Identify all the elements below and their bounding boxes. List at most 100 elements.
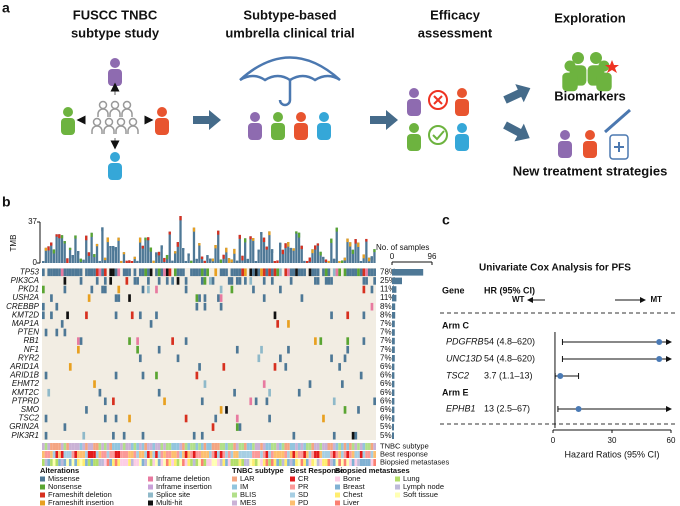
track-cell: [241, 459, 245, 466]
alteration-cell: [284, 363, 288, 371]
legend-swatch: [148, 492, 153, 498]
track-cell: [58, 443, 61, 450]
alteration-cell: [206, 268, 209, 277]
track-cell: [276, 451, 280, 458]
track-cell: [66, 451, 69, 458]
alteration-cell: [112, 397, 115, 406]
track-cell: [230, 443, 234, 450]
tmb-tick-label: 37: [28, 217, 37, 226]
tmb-bar: [149, 247, 153, 263]
alteration-cell: [141, 285, 145, 294]
alteration-cell: [203, 268, 207, 277]
alteration-cell: [136, 345, 139, 354]
track-cell: [71, 451, 75, 458]
legend-swatch: [148, 500, 153, 506]
tmb-bar-top: [370, 256, 373, 260]
track-cell: [292, 459, 296, 466]
legend-swatch: [290, 500, 295, 506]
legend-label: Bone: [343, 474, 361, 483]
tmb-bar-top: [332, 258, 336, 263]
tmb-bar-top: [276, 260, 279, 263]
legend-swatch: [335, 484, 340, 490]
track-cell: [122, 443, 126, 450]
umbrella-handle: [278, 80, 292, 107]
legend-swatch: [232, 484, 237, 490]
tmb-bar-top: [50, 242, 53, 246]
track-cell: [225, 451, 228, 458]
track-cell: [206, 451, 209, 458]
tmb-bar-top: [114, 247, 118, 252]
alteration-cell: [66, 311, 69, 320]
track-cell: [152, 451, 156, 458]
alteration-cell: [217, 294, 220, 302]
track-cell: [209, 459, 212, 466]
gene-pct: 5%: [380, 422, 392, 431]
alteration-cell: [225, 268, 228, 277]
track-cell: [300, 459, 304, 466]
track-cell: [173, 451, 177, 458]
row-hr: 54 (4.8–620): [484, 353, 535, 363]
track-cell: [265, 443, 269, 450]
track-cell: [200, 451, 204, 458]
track-cell: [217, 443, 220, 450]
tmb-bar: [173, 251, 177, 263]
alteration-cell: [42, 285, 45, 294]
tmb-bar: [297, 232, 301, 263]
track-cell: [327, 443, 331, 450]
track-cell: [187, 451, 191, 458]
track-cell: [125, 443, 129, 450]
track-cell: [289, 459, 293, 466]
tmb-bar: [362, 254, 365, 263]
flow-arrow: [370, 110, 398, 130]
alteration-cell: [230, 285, 234, 294]
alteration-cell: [362, 277, 366, 285]
tmb-bar: [106, 237, 109, 263]
alteration-cell: [63, 328, 67, 337]
track-cell: [85, 443, 88, 450]
alteration-cell: [300, 294, 304, 302]
alteration-cell: [203, 277, 207, 285]
tmb-bar-top: [222, 254, 225, 259]
alteration-cell: [257, 354, 261, 363]
tmb-bar-top: [184, 260, 188, 263]
track-cell: [340, 459, 344, 466]
alteration-cell: [114, 371, 118, 380]
track-cell: [340, 451, 344, 458]
samples-label: No. of samples: [376, 243, 429, 252]
tmb-bar: [354, 239, 357, 263]
alteration-cell: [287, 320, 290, 328]
tmb-bar-top: [362, 254, 365, 259]
alteration-cell: [233, 268, 236, 277]
track-cell: [316, 459, 320, 466]
x-axis-label: Hazard Ratios (95% CI): [564, 449, 659, 459]
alteration-cell: [195, 371, 199, 380]
track-cell: [152, 459, 156, 466]
alteration-cell: [47, 268, 51, 277]
gene-pct-bar: [392, 372, 395, 379]
track-cell: [184, 451, 188, 458]
track-cell: [85, 459, 88, 466]
track-cell: [136, 459, 139, 466]
track-cell: [211, 443, 215, 450]
legend-swatch: [290, 492, 295, 498]
track-cell: [44, 443, 48, 450]
track-cell: [112, 451, 115, 458]
alteration-cell: [141, 371, 145, 380]
alteration-cell: [157, 345, 161, 354]
track-cell: [314, 451, 317, 458]
gene-pct-bar: [392, 312, 396, 319]
alteration-cell: [44, 431, 48, 440]
track-cell: [90, 443, 94, 450]
alteration-cell: [149, 320, 153, 328]
track-cell: [190, 443, 193, 450]
track-cell: [93, 443, 96, 450]
legend-label: Missense: [48, 474, 80, 483]
track-cell: [367, 451, 371, 458]
arm-label: Arm C: [442, 320, 470, 330]
group-head: [122, 100, 132, 110]
alteration-cell: [68, 268, 72, 277]
tmb-bar-top: [192, 227, 196, 232]
matrix-bg: [42, 268, 376, 440]
track-cell: [252, 459, 255, 466]
gene-name: PKD1: [18, 285, 39, 294]
